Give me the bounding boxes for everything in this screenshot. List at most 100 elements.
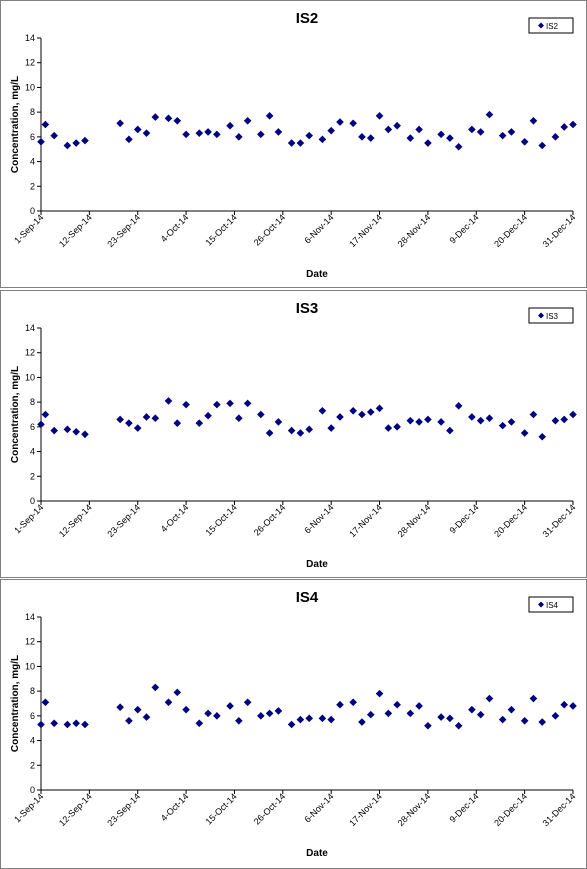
- chart-svg-is3: IS3 IS3 0 2 4 6 8 10 12 14 1-Sep-14 12-Sep-14 23-Sep…: [10, 300, 578, 570]
- data-point: [287, 720, 296, 729]
- data-point: [498, 131, 507, 140]
- x-tick-label: 31-Dec-14: [541, 791, 578, 828]
- data-point: [406, 416, 415, 425]
- data-point: [50, 426, 58, 435]
- data-point: [318, 406, 327, 415]
- x-axis-label: Date: [306, 559, 328, 570]
- y-tick-label: 12: [25, 348, 35, 358]
- data-point: [296, 715, 305, 724]
- data-point: [142, 713, 151, 721]
- data-point: [173, 116, 182, 125]
- data-point: [305, 425, 313, 434]
- legend-label: IS2: [546, 22, 559, 31]
- data-point: [424, 139, 432, 147]
- legend: IS2: [528, 17, 574, 34]
- data-point: [41, 120, 50, 129]
- data-point: [235, 414, 243, 423]
- data-point: [437, 130, 445, 139]
- legend-box: [528, 17, 574, 34]
- data-point: [551, 416, 560, 425]
- data-point: [327, 424, 335, 432]
- x-tick-label: 4-Oct-14: [159, 791, 191, 823]
- y-tick-label: 0: [30, 206, 35, 216]
- y-tick-label: 2: [30, 760, 35, 770]
- legend-marker: [538, 601, 544, 608]
- y-tick-label: 4: [30, 157, 35, 167]
- x-tick-label: 17-Nov-14: [347, 212, 384, 249]
- data-point: [498, 715, 507, 724]
- y-tick-label: 10: [25, 661, 35, 671]
- x-tick-label: 15-Oct-14: [203, 791, 238, 826]
- x-tick-label: 12-Sep-14: [57, 791, 94, 828]
- y-tick-label: 12: [25, 58, 35, 68]
- data-point: [37, 720, 45, 729]
- data-point: [164, 114, 173, 123]
- legend-marker: [538, 22, 544, 29]
- x-tick-label: 26-Oct-14: [252, 791, 287, 826]
- data-point: [125, 419, 133, 427]
- y-tick-label: 6: [30, 132, 35, 142]
- data-point: [213, 400, 221, 409]
- data-point: [569, 410, 577, 419]
- data-point: [538, 141, 547, 150]
- x-tick-label: 15-Oct-14: [203, 212, 238, 247]
- data-point: [257, 712, 265, 720]
- data-point: [406, 709, 415, 718]
- chart-title: IS3: [296, 300, 319, 317]
- data-point: [569, 120, 577, 129]
- data-point: [358, 718, 366, 726]
- data-point: [468, 705, 476, 714]
- data-point: [287, 139, 296, 147]
- x-tick-label: 15-Oct-14: [203, 502, 238, 537]
- x-tick-label: 4-Oct-14: [159, 502, 191, 534]
- data-point: [125, 135, 133, 144]
- series-is2: [37, 110, 577, 151]
- x-tick-label: 6-Nov-14: [302, 212, 335, 245]
- data-point: [551, 712, 560, 720]
- y-tick-label: 6: [30, 422, 35, 432]
- data-point: [257, 410, 265, 419]
- data-point: [63, 425, 72, 434]
- data-point: [226, 121, 234, 130]
- data-point: [213, 712, 221, 720]
- x-tick-label: 23-Sep-14: [105, 791, 142, 828]
- data-point: [485, 694, 494, 703]
- x-axis-label: Date: [306, 269, 328, 280]
- x-tick-label: 20-Dec-14: [492, 502, 529, 539]
- y-axis-label: Concentration, mg/L: [10, 655, 21, 752]
- y-tick-label: 8: [30, 397, 35, 407]
- data-point: [133, 424, 142, 432]
- data-point: [560, 415, 569, 424]
- y-tick-label: 14: [25, 612, 35, 622]
- data-point: [125, 717, 133, 725]
- data-point: [116, 703, 124, 712]
- data-point: [349, 406, 357, 415]
- data-point: [182, 705, 190, 714]
- y-tick-label: 6: [30, 711, 35, 721]
- data-point: [569, 702, 577, 710]
- data-point: [204, 709, 212, 718]
- x-tick-label: 1-Sep-14: [12, 212, 45, 245]
- data-point: [243, 698, 252, 707]
- data-point: [327, 126, 335, 135]
- data-point: [151, 113, 160, 121]
- x-tick-label: 28-Nov-14: [396, 502, 433, 539]
- data-point: [226, 399, 234, 408]
- x-tick-label: 31-Dec-14: [541, 502, 578, 539]
- data-point: [243, 116, 252, 125]
- chart-title: IS2: [296, 10, 319, 27]
- data-point: [182, 400, 190, 409]
- data-point: [468, 125, 476, 134]
- data-point: [265, 112, 274, 120]
- data-point: [520, 429, 529, 437]
- legend-box: [528, 596, 574, 613]
- y-tick-label: 2: [30, 471, 35, 481]
- data-point: [265, 429, 274, 437]
- data-point: [358, 133, 366, 141]
- x-tick-label: 9-Dec-14: [447, 212, 480, 245]
- y-tick-label: 4: [30, 736, 35, 746]
- chart-svg-is4: IS4 IS4 0 2 4 6 8 10 12 14 1-Sep-14 12-Sep-14 23-Sep…: [10, 589, 578, 859]
- data-point: [195, 129, 204, 137]
- x-tick-label: 9-Dec-14: [447, 791, 480, 824]
- data-point: [173, 688, 182, 697]
